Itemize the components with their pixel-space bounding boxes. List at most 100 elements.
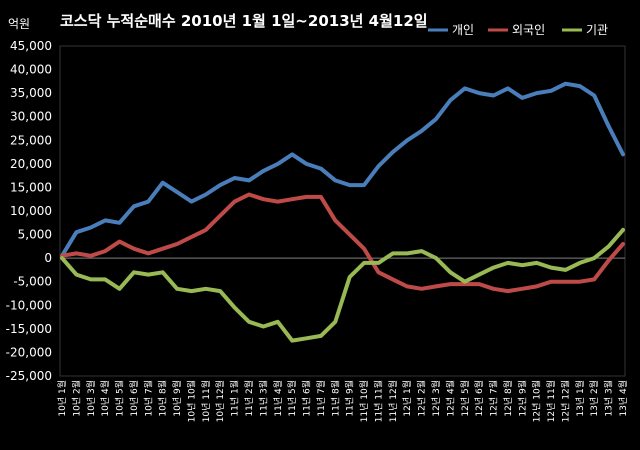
series-2-point <box>276 320 280 324</box>
series-1-point <box>146 251 150 255</box>
series-2-point <box>290 339 294 343</box>
series-0-point <box>535 91 539 95</box>
series-0-point <box>434 117 438 121</box>
series-0-point <box>290 152 294 156</box>
series-2-point <box>348 275 352 279</box>
series-1-point <box>535 284 539 288</box>
series-2-point <box>405 251 409 255</box>
series-1-point <box>607 258 611 263</box>
x-tick-label: 12년 8월 <box>502 380 514 417</box>
series-layer <box>60 81 625 343</box>
x-tick-label: 10년 5월 <box>114 380 126 417</box>
x-axis: 10년 1월 10년 2월 10년 3월 10년 4월 10년 5월 10년 6월 10년 … <box>56 380 629 422</box>
y-unit-label: 억원 <box>8 17 30 31</box>
x-tick-label: 11년 7월 <box>315 380 327 417</box>
series-2-point <box>434 256 438 260</box>
series-0-point <box>348 183 352 187</box>
series-0-point <box>506 86 510 90</box>
x-tick-label: 12년 9월 <box>516 380 528 417</box>
y-tick-label: 35,000 <box>10 86 52 100</box>
x-tick-label: 11년 1월 <box>229 380 241 417</box>
series-0-point <box>189 200 194 204</box>
series-2-point <box>146 273 150 277</box>
x-tick-label: 10년 12월 <box>214 380 226 422</box>
series-2-point <box>491 266 496 270</box>
series-2-point <box>362 261 366 265</box>
series-1-point <box>74 251 78 255</box>
x-tick-label: 11년 2월 <box>243 380 255 417</box>
y-tick-label: 40,000 <box>10 63 52 77</box>
series-0-point <box>607 124 611 128</box>
series-0-point <box>362 183 366 187</box>
series-line-1 <box>60 192 625 294</box>
series-1-point <box>261 197 265 201</box>
x-tick-label: 13년 4월 <box>617 380 629 417</box>
series-1-point <box>319 195 323 199</box>
series-2-point <box>376 261 381 265</box>
y-tick-label: 5,000 <box>18 228 52 242</box>
x-tick-label: 11년 12월 <box>387 380 399 422</box>
series-0-point <box>592 93 596 98</box>
series-2-point <box>103 277 107 281</box>
x-tick-label: 12년 7월 <box>488 380 500 417</box>
series-1-point <box>247 192 251 197</box>
legend: 개인 외국인 기관 <box>428 23 608 37</box>
series-2-point <box>535 261 539 265</box>
series-1-point <box>189 235 194 239</box>
x-tick-label: 10년 9월 <box>171 380 183 417</box>
x-tick-label: 10년 8월 <box>157 380 169 417</box>
x-tick-label: 10년 1월 <box>56 380 68 417</box>
x-tick-label: 13년 1월 <box>574 380 586 417</box>
series-0-point <box>520 96 524 100</box>
series-1-point <box>362 247 366 251</box>
series-1-point <box>578 280 582 284</box>
series-2-point <box>391 251 395 255</box>
series-2-point <box>117 287 122 291</box>
legend-label: 외국인 <box>512 23 545 37</box>
x-tick-label: 12년 10월 <box>531 380 543 422</box>
series-0-point <box>420 129 424 133</box>
series-1-point <box>304 195 309 199</box>
series-2-point <box>563 268 568 272</box>
series-0-point <box>621 152 625 156</box>
y-tick-label: 0 <box>44 251 52 265</box>
x-tick-label: 11년 6월 <box>301 380 313 417</box>
series-0-point <box>448 98 452 102</box>
y-tick-label: 15,000 <box>10 180 52 194</box>
y-tick-label: -20,000 <box>6 345 52 359</box>
series-0-point <box>563 82 568 86</box>
series-0-point <box>477 91 481 95</box>
series-2-point <box>261 324 265 329</box>
series-0-point <box>276 162 280 166</box>
x-tick-label: 11년 5월 <box>286 380 298 417</box>
series-1-point <box>233 200 237 204</box>
x-tick-label: 12년 11월 <box>545 380 557 422</box>
legend-label: 기관 <box>586 23 608 37</box>
series-2-point <box>132 270 136 274</box>
series-1-point <box>175 242 179 246</box>
series-2-point <box>304 336 309 340</box>
series-1-point <box>477 282 481 286</box>
series-0-point <box>218 183 222 187</box>
series-2-point <box>448 270 452 274</box>
y-tick-label: -25,000 <box>6 369 52 383</box>
series-0-point <box>161 181 165 185</box>
series-0-point <box>376 164 381 168</box>
y-tick-label: 20,000 <box>10 157 52 171</box>
series-2-point <box>420 249 424 253</box>
x-tick-label: 11년 11월 <box>372 380 384 422</box>
series-2-point <box>175 287 179 291</box>
chart-title: 코스닥 누적순매수 2010년 1월 1일~2013년 4월12일 <box>60 12 428 30</box>
series-0-point <box>146 200 150 204</box>
x-tick-label: 12년 5월 <box>459 380 471 417</box>
series-1-point <box>621 242 625 246</box>
legend-label: 개인 <box>452 23 474 37</box>
series-2-point <box>607 244 611 248</box>
x-tick-label: 10년 11월 <box>200 380 212 422</box>
x-tick-label: 10년 3월 <box>85 380 97 417</box>
series-1-point <box>592 277 596 281</box>
series-0-point <box>261 169 265 173</box>
series-0-point <box>132 204 136 208</box>
series-0-point <box>204 192 208 197</box>
